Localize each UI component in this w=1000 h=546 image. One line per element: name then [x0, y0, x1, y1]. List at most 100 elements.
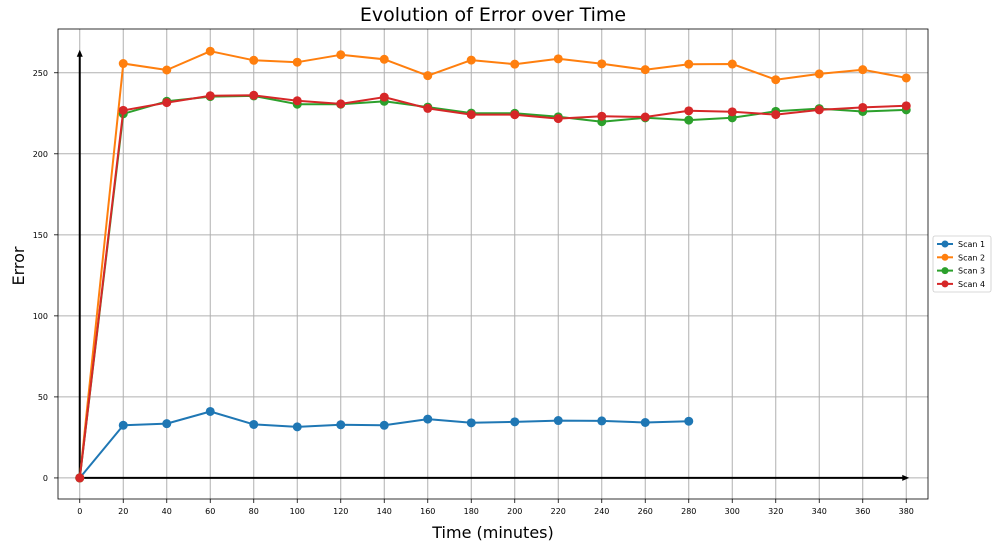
legend-label: Scan 1: [958, 240, 985, 249]
series-scan-3: [75, 91, 911, 483]
data-point: [553, 416, 563, 426]
legend-swatch-marker: [941, 240, 949, 248]
data-point: [336, 420, 346, 430]
data-point: [640, 65, 650, 75]
series-group: [75, 46, 911, 483]
data-point: [466, 110, 476, 120]
data-point: [162, 419, 172, 429]
data-point: [858, 102, 868, 112]
data-point: [684, 59, 694, 69]
data-point: [684, 416, 694, 426]
data-point: [597, 111, 607, 121]
x-tick-label: 80: [249, 507, 259, 516]
data-point: [205, 46, 215, 56]
data-point: [249, 90, 259, 100]
y-tick-label: 0: [43, 474, 48, 483]
y-tick-label: 200: [33, 150, 48, 159]
series-scan-4: [75, 90, 911, 483]
data-point: [727, 59, 737, 69]
x-tick-label: 260: [638, 507, 653, 516]
data-point: [162, 98, 172, 108]
x-axis-ticks: 0 20 40 60 80 100 120 140 160 180 200 220 240 260 280 3…: [77, 499, 914, 516]
y-axis-label: Error: [9, 246, 28, 285]
data-point: [510, 110, 520, 120]
series-line: [78, 50, 907, 479]
y-axis-arrow-head: [76, 49, 83, 57]
x-tick-label: 200: [507, 507, 522, 516]
data-point: [466, 418, 476, 428]
x-tick-label: 100: [290, 507, 305, 516]
series-scan-1: [75, 406, 694, 483]
legend-item: Scan 2: [937, 253, 985, 262]
data-point: [249, 419, 259, 429]
data-point: [379, 420, 389, 430]
data-point: [901, 101, 911, 111]
x-tick-label: 240: [594, 507, 609, 516]
data-point: [597, 416, 607, 426]
data-point: [162, 65, 172, 75]
data-point: [423, 71, 433, 81]
data-point: [423, 103, 433, 113]
data-point: [858, 65, 868, 75]
chart-title: Evolution of Error over Time: [360, 4, 626, 26]
data-point: [640, 418, 650, 428]
x-tick-label: 160: [420, 507, 435, 516]
legend-swatch-marker: [941, 253, 949, 261]
x-tick-label: 20: [118, 507, 128, 516]
legend-item: Scan 1: [937, 240, 985, 249]
y-tick-label: 50: [38, 393, 48, 402]
data-point: [553, 114, 563, 124]
data-point: [205, 406, 215, 416]
data-point: [292, 96, 302, 106]
legend-item: Scan 4: [937, 280, 985, 289]
x-axis-label: Time (minutes): [431, 523, 554, 542]
series-scan-2: [75, 46, 911, 483]
data-point: [771, 110, 781, 120]
data-point: [75, 473, 85, 483]
x-tick-label: 60: [205, 507, 215, 516]
legend: Scan 1 Scan 2 Scan 3 Scan 4: [932, 235, 992, 293]
x-tick-label: 0: [77, 507, 82, 516]
data-point: [249, 55, 259, 65]
x-tick-label: 300: [725, 507, 740, 516]
data-point: [771, 75, 781, 85]
x-axis-arrow-head: [902, 474, 910, 481]
data-point: [205, 91, 215, 101]
x-tick-label: 220: [551, 507, 566, 516]
plot-frame: [57, 28, 929, 500]
data-point: [423, 414, 433, 424]
legend-label: Scan 3: [958, 267, 985, 276]
x-tick-label: 140: [377, 507, 392, 516]
x-tick-label: 120: [333, 507, 348, 516]
y-tick-label: 100: [33, 312, 48, 321]
data-point: [292, 57, 302, 67]
series-line: [78, 94, 907, 479]
data-point: [510, 417, 520, 427]
x-tick-label: 380: [899, 507, 914, 516]
x-tick-label: 180: [464, 507, 479, 516]
legend-item: Scan 3: [937, 267, 985, 276]
data-point: [640, 112, 650, 122]
x-tick-label: 360: [855, 507, 870, 516]
y-tick-label: 150: [33, 231, 48, 240]
x-tick-label: 280: [681, 507, 696, 516]
legend-label: Scan 2: [958, 253, 985, 262]
data-point: [901, 73, 911, 83]
y-axis-ticks: 0 50 100 150 200 250: [33, 69, 58, 483]
x-tick-label: 40: [162, 507, 172, 516]
x-tick-label: 340: [812, 507, 827, 516]
legend-label: Scan 4: [958, 280, 985, 289]
legend-swatch-marker: [941, 267, 949, 275]
data-point: [814, 69, 824, 79]
legend-box: [932, 235, 992, 293]
legend-swatch-marker: [941, 280, 949, 288]
data-point: [553, 54, 563, 64]
data-point: [118, 59, 128, 69]
data-point: [336, 99, 346, 109]
data-point: [597, 59, 607, 69]
x-tick-label: 320: [768, 507, 783, 516]
data-point: [727, 107, 737, 117]
data-point: [684, 115, 694, 125]
axis-arrows: [76, 49, 910, 481]
